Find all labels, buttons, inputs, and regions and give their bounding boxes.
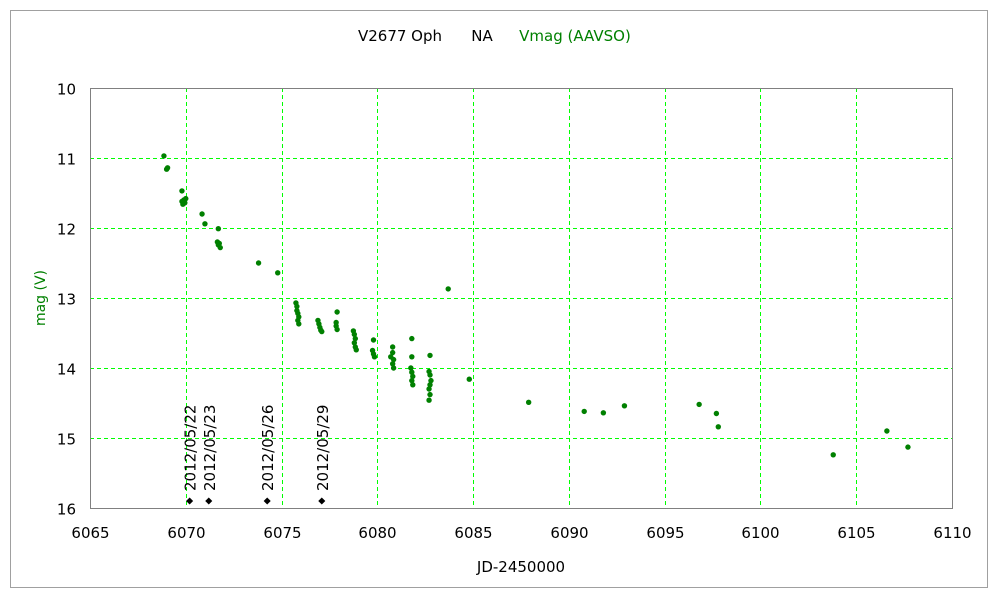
date-label: 2012/05/22 — [182, 405, 200, 491]
data-point — [161, 153, 167, 159]
plot-area — [90, 88, 953, 509]
data-point — [179, 188, 185, 194]
data-point — [410, 373, 416, 380]
data-point — [426, 397, 432, 403]
data-point — [370, 337, 377, 343]
data-point — [351, 331, 358, 338]
data-point — [713, 410, 720, 417]
data-point — [371, 354, 378, 360]
data-point — [164, 165, 171, 171]
data-point — [215, 242, 222, 248]
data-point — [427, 372, 433, 378]
date-marker — [205, 497, 213, 505]
date-label: 2012/05/26 — [259, 405, 277, 491]
x-tick-label: 6070 — [167, 524, 205, 542]
title-series: Vmag (AAVSO) — [519, 27, 631, 45]
x-tick-label: 6080 — [358, 524, 396, 542]
data-point — [351, 340, 358, 346]
date-marker — [263, 497, 271, 505]
data-point — [183, 195, 189, 202]
y-tick-label: 10 — [57, 81, 76, 99]
x-tick-label: 6075 — [263, 524, 301, 542]
data-point — [182, 200, 188, 206]
data-point — [334, 309, 340, 315]
data-point — [294, 303, 300, 310]
data-point — [466, 376, 472, 382]
x-tick-label: 6085 — [454, 524, 492, 542]
data-point — [445, 286, 451, 292]
data-point — [199, 211, 205, 217]
data-point — [427, 382, 433, 388]
data-point — [600, 410, 607, 416]
y-tick-label: 12 — [57, 221, 76, 239]
data-point — [426, 386, 432, 392]
date-marker — [318, 497, 326, 505]
title-field: NA — [471, 27, 493, 45]
data-point — [389, 361, 396, 367]
data-point — [428, 377, 434, 384]
y-axis-label: mag (V) — [33, 270, 49, 326]
data-point — [409, 377, 415, 384]
data-point — [408, 365, 414, 371]
y-tick-label: 14 — [57, 361, 76, 379]
data-point — [390, 365, 397, 371]
x-tick-label: 6065 — [71, 524, 109, 542]
data-point — [884, 428, 890, 434]
x-tick-label: 6100 — [741, 524, 779, 542]
data-point — [352, 335, 359, 342]
y-tick-label: 11 — [57, 151, 76, 169]
data-point — [319, 328, 325, 335]
x-tick-label: 6110 — [933, 524, 971, 542]
data-point — [215, 226, 222, 232]
date-marker — [186, 497, 194, 505]
data-point — [275, 270, 281, 276]
data-point — [389, 349, 396, 356]
data-point — [202, 221, 208, 227]
data-point — [830, 452, 836, 458]
data-point — [525, 399, 532, 405]
data-point — [353, 347, 359, 353]
data-point — [905, 444, 911, 450]
data-point — [409, 369, 415, 375]
x-tick-label: 6095 — [646, 524, 684, 542]
data-point — [390, 356, 397, 363]
data-point — [409, 354, 415, 360]
data-point — [427, 391, 433, 398]
data-point — [581, 408, 587, 415]
y-tick-label: 16 — [57, 501, 76, 519]
data-point — [715, 424, 722, 430]
date-label: 2012/05/23 — [201, 405, 219, 491]
data-point — [296, 321, 302, 327]
x-axis-label: JD-2450000 — [476, 558, 565, 576]
data-point — [410, 382, 416, 388]
data-point — [255, 260, 262, 266]
title-object: V2677 Oph — [358, 27, 442, 45]
date-label: 2012/05/29 — [314, 405, 332, 491]
y-tick-label: 13 — [57, 291, 76, 309]
data-point — [389, 344, 396, 350]
data-point — [409, 335, 415, 342]
y-tick-label: 15 — [57, 431, 76, 449]
data-point — [427, 352, 433, 359]
data-point — [334, 326, 340, 333]
x-tick-label: 6090 — [550, 524, 588, 542]
data-point — [696, 401, 702, 408]
data-point — [621, 403, 628, 409]
x-tick-label: 6105 — [837, 524, 875, 542]
chart-title: V2677 Oph NA Vmag (AAVSO) — [358, 27, 631, 45]
